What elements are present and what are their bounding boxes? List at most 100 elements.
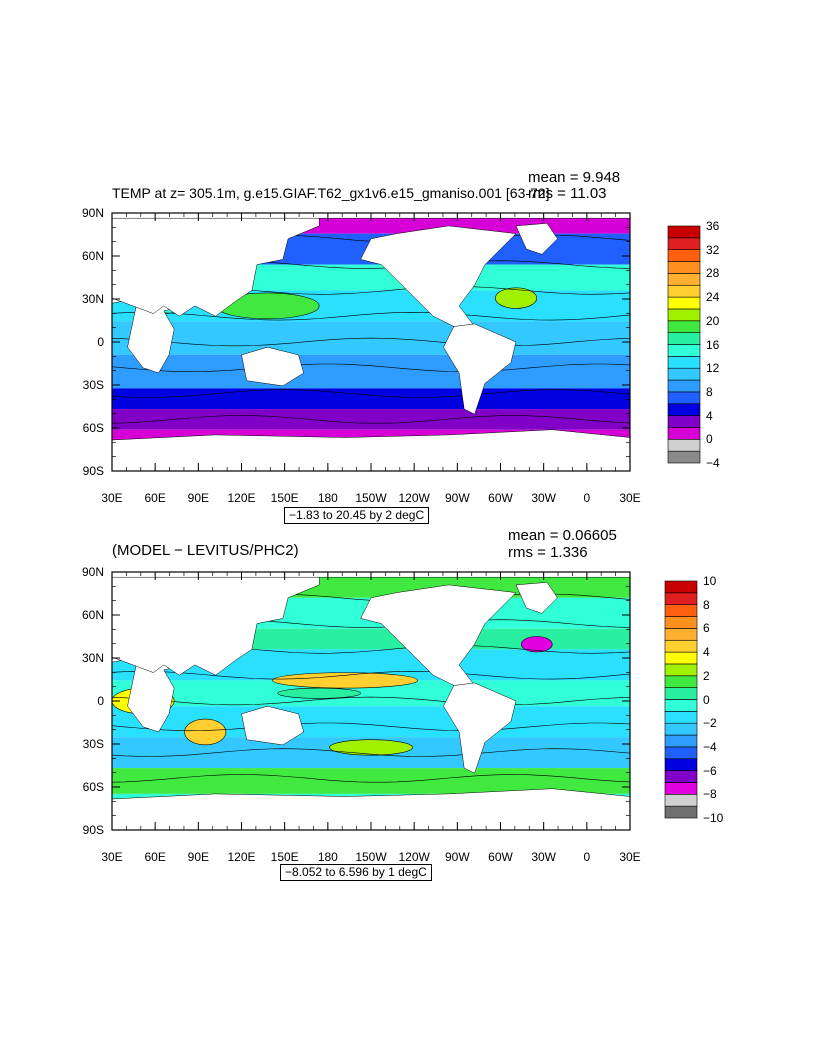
colorbar-swatch xyxy=(664,687,698,700)
lon-tick-label: 30E xyxy=(619,850,641,864)
lon-tick-label: 150E xyxy=(270,491,299,505)
colorbar-label: 32 xyxy=(706,242,720,257)
panel2-mean: mean = 0.06605 xyxy=(508,527,617,544)
anomaly-feature xyxy=(277,687,361,699)
colorbar-label: 16 xyxy=(706,337,720,352)
anomaly-feature xyxy=(272,672,418,689)
colorbar-swatch xyxy=(667,438,701,452)
lon-tick-label: 0 xyxy=(583,850,591,864)
contour-line xyxy=(112,415,630,424)
ocean-band xyxy=(112,388,630,410)
land-antarctica xyxy=(112,788,630,830)
colorbar-swatch xyxy=(664,722,698,736)
colorbar-swatch xyxy=(664,628,698,641)
lat-tick-label: 90N xyxy=(81,565,104,579)
panel1-rms: rms = 11.03 xyxy=(528,185,607,202)
colorbar-swatch xyxy=(664,580,698,594)
colorbar-swatch xyxy=(664,711,698,724)
colorbar-swatch xyxy=(664,675,698,688)
land-greenland xyxy=(515,582,558,614)
lon-tick-label: 30W xyxy=(531,850,556,864)
lat-tick-label: 0 xyxy=(97,335,104,349)
lat-tick-label: 0 xyxy=(97,694,104,708)
contour-line xyxy=(112,748,630,757)
lon-tick-label: 30W xyxy=(531,491,556,505)
contour-line xyxy=(112,774,630,783)
colorbar-swatch xyxy=(664,734,698,748)
colorbar-swatch xyxy=(667,332,701,345)
lon-tick-label: 60W xyxy=(488,491,513,505)
colorbar-swatch xyxy=(667,450,701,464)
colorbar-swatch xyxy=(667,403,701,416)
colorbar-label: −4 xyxy=(703,739,717,754)
colorbar-swatch xyxy=(667,379,701,393)
colorbar-swatch xyxy=(667,391,701,405)
colorbar-swatch xyxy=(667,249,701,262)
lon-tick-label: 90W xyxy=(444,850,470,864)
lon-tick-label: 60E xyxy=(144,850,166,864)
lon-tick-label: 150W xyxy=(355,850,387,864)
land-asia xyxy=(112,213,320,317)
lon-tick-label: 150W xyxy=(355,491,387,505)
colorbar-swatch xyxy=(667,344,701,357)
lon-tick-label: 30E xyxy=(101,850,123,864)
contour-line xyxy=(112,337,630,347)
colorbar-swatch xyxy=(667,367,701,381)
colorbar-label: −2 xyxy=(703,716,717,731)
lon-tick-label: 90W xyxy=(444,491,470,505)
contour-line xyxy=(112,696,630,706)
lat-tick-label: 90N xyxy=(81,206,104,220)
panel2-range-box: −8.052 to 6.596 by 1 degC xyxy=(280,864,432,882)
colorbar-swatch xyxy=(664,663,698,677)
lat-tick-label: 30N xyxy=(81,292,104,306)
lat-tick-label: 60S xyxy=(82,421,104,435)
colorbar-swatch xyxy=(667,415,701,428)
ocean-band xyxy=(112,409,630,430)
panel2-title: (MODEL − LEVITUS/PHC2) xyxy=(112,542,299,559)
anomaly-feature xyxy=(520,636,553,653)
colorbar-label: −10 xyxy=(703,811,724,825)
land-australia xyxy=(241,705,304,746)
colorbar-label: 28 xyxy=(706,266,720,281)
lon-tick-label: 60E xyxy=(144,491,166,505)
lon-tick-label: 150E xyxy=(270,850,299,864)
colorbar-swatch xyxy=(664,604,698,617)
colorbar-label: 12 xyxy=(706,361,720,376)
colorbar-swatch xyxy=(664,805,698,819)
land-antarctica xyxy=(112,429,630,471)
lon-tick-label: 180 xyxy=(317,850,338,864)
colorbar-swatch xyxy=(664,770,698,783)
colorbar-label: 8 xyxy=(706,384,713,399)
lat-tick-label: 60N xyxy=(81,608,104,622)
lon-tick-label: 30E xyxy=(619,491,641,505)
colorbar-label: 2 xyxy=(703,668,710,683)
colorbar-label: 24 xyxy=(706,290,720,305)
colorbar-label: −8 xyxy=(703,787,717,802)
lon-tick-label: 180 xyxy=(317,491,338,505)
land-greenland xyxy=(515,223,558,255)
panel1-mean: mean = 9.948 xyxy=(528,169,621,186)
lon-tick-label: 0 xyxy=(583,491,591,505)
land-southAmerica xyxy=(443,323,517,415)
colorbar-swatch xyxy=(664,639,698,653)
colorbar-swatch xyxy=(664,782,698,795)
colorbar-label: 36 xyxy=(706,219,720,233)
map-panel-2 xyxy=(111,571,698,831)
colorbar-swatch xyxy=(664,592,698,605)
colorbar-label: 0 xyxy=(706,432,713,447)
colorbar-swatch xyxy=(664,758,698,771)
colorbar-label: −4 xyxy=(706,456,720,470)
contour-line xyxy=(112,363,630,373)
lon-tick-label: 60W xyxy=(488,850,513,864)
colorbar-swatch xyxy=(667,237,701,251)
lat-tick-label: 60S xyxy=(82,780,104,794)
colorbar-swatch xyxy=(667,320,701,333)
colorbar-swatch xyxy=(664,746,698,760)
colorbar-label: 4 xyxy=(703,645,710,660)
colorbar-swatch xyxy=(667,225,701,239)
colorbar-label: 8 xyxy=(703,597,710,612)
map-panel-1 xyxy=(111,212,701,472)
lat-tick-label: 60N xyxy=(81,249,104,263)
colorbar-swatch xyxy=(667,308,701,322)
